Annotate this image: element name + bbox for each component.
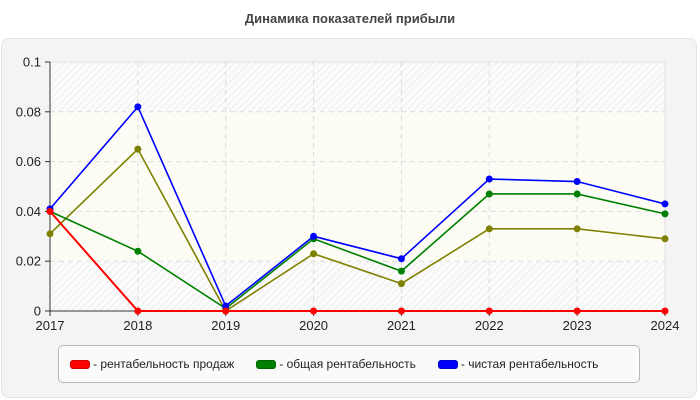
data-point[interactable]	[485, 190, 493, 198]
data-point[interactable]	[222, 302, 230, 310]
legend-swatch	[70, 359, 90, 369]
data-point[interactable]	[661, 210, 669, 218]
data-point[interactable]	[310, 250, 318, 258]
data-point[interactable]	[573, 225, 581, 233]
legend-label: - чистая рентабельность	[460, 357, 599, 371]
x-tick-label: 2021	[387, 318, 416, 333]
data-point[interactable]	[134, 247, 142, 255]
data-point[interactable]	[397, 267, 405, 275]
data-point[interactable]	[661, 307, 669, 315]
x-tick-label: 2019	[211, 318, 240, 333]
y-tick-label: 0.1	[23, 55, 41, 70]
axis-labels: 0 0.02 0.04 0.06 0.08 0.1 2017 2018 2019 2020 2021…	[16, 55, 680, 334]
x-tick-label: 2020	[299, 318, 328, 333]
series-line	[49, 193, 666, 310]
data-point[interactable]	[222, 307, 230, 315]
legend-item[interactable]: - общая рентабельность	[256, 357, 416, 371]
data-point[interactable]	[46, 230, 54, 238]
data-point[interactable]	[397, 255, 405, 263]
data-point[interactable]	[397, 307, 405, 315]
data-point[interactable]	[310, 232, 318, 240]
y-tick-label: 0.08	[16, 104, 41, 119]
chart-title: Динамика показателей прибыли	[244, 11, 456, 26]
x-tick-label: 2024	[651, 318, 680, 333]
series-line	[49, 105, 666, 308]
data-point[interactable]	[46, 207, 54, 215]
data-point[interactable]	[485, 225, 493, 233]
plot-band	[50, 112, 665, 262]
data-point[interactable]	[485, 175, 493, 183]
data-point[interactable]	[134, 145, 142, 153]
x-tick-label: 2018	[123, 318, 152, 333]
data-point[interactable]	[134, 103, 142, 111]
y-tick-label: 0	[34, 304, 41, 319]
data-point[interactable]	[134, 307, 142, 315]
legend-item[interactable]: - чистая рентабельность	[437, 357, 599, 371]
data-point[interactable]	[310, 307, 318, 315]
legend-swatch	[437, 359, 458, 369]
legend-label: - рентабельность продаж	[93, 357, 235, 371]
legend-label: - общая рентабельность	[279, 357, 416, 371]
legend: - рентабельность продаж - общая рентабель…	[58, 345, 640, 383]
data-point[interactable]	[485, 307, 493, 315]
x-tick-label: 2022	[475, 318, 504, 333]
series-lines	[46, 103, 669, 315]
y-tick-label: 0.06	[16, 154, 41, 169]
data-point[interactable]	[573, 307, 581, 315]
data-point[interactable]	[661, 200, 669, 208]
series-line	[49, 147, 666, 313]
data-point[interactable]	[573, 190, 581, 198]
legend-item[interactable]: - рентабельность продаж	[70, 357, 234, 371]
y-tick-label: 0.04	[16, 204, 41, 219]
x-tick-label: 2017	[36, 318, 65, 333]
y-tick-label: 0.02	[16, 254, 41, 269]
data-point[interactable]	[661, 235, 669, 243]
data-point[interactable]	[397, 280, 405, 288]
x-tick-label: 2023	[563, 318, 592, 333]
data-point[interactable]	[573, 178, 581, 186]
series-line	[49, 210, 665, 312]
legend-swatch	[256, 359, 277, 369]
